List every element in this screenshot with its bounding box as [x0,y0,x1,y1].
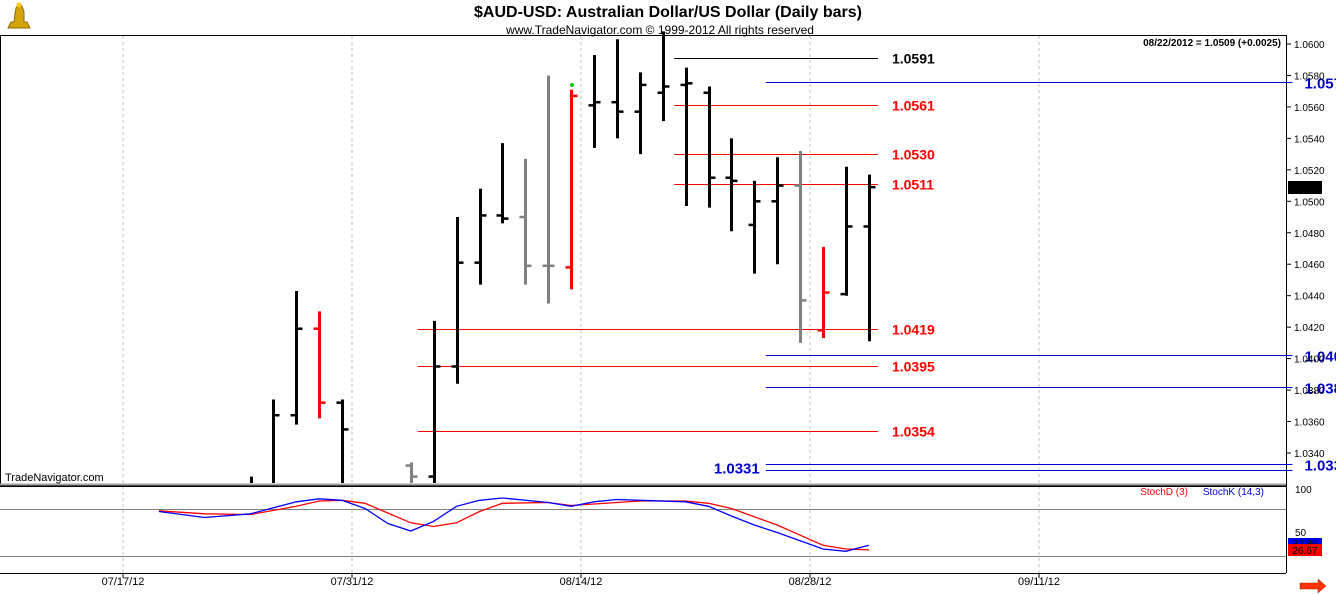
stoch-k-value-box [1288,538,1322,549]
price-tick-label: 1.0560 [1294,103,1325,114]
date-tick-label: 08/28/12 [789,576,832,588]
price-bars [250,31,876,483]
price-level-label: 1.0333 [1304,458,1336,475]
price-level-label: 1.0395 [892,359,935,375]
stoch-d-value: 26.67 [1292,546,1317,557]
price-level-label: 1.0576 [1304,76,1336,93]
last-price-label: 1.0509 [1290,183,1321,194]
price-tick-label: 1.0360 [1294,418,1325,429]
price-tick-label: 1.0340 [1294,449,1325,460]
date-axis-labels: 07/17/12 07/31/12 08/14/12 08/28/12 09/11/12 [102,573,1060,588]
price-tick-label: 1.0580 [1294,71,1325,82]
stoch-k-line [158,497,869,552]
price-level-label: 1.0382 [1304,381,1336,398]
price-level-label: 1.0561 [892,98,935,114]
price-tick-label: 1.0520 [1294,166,1325,177]
price-level-label: 1.0419 [892,322,935,338]
date-tick-label: 09/11/12 [1018,576,1060,588]
signal-dot [570,83,574,87]
price-level-label: 1.0331 [714,461,760,478]
stoch-d-legend: StochD (3) [1140,487,1188,498]
stoch-k-legend: StochK (14,3) [1203,487,1264,498]
stochastic-lines [158,497,869,552]
price-readout: 08/22/2012 = 1.0509 (+0.0025) [1143,38,1281,49]
trade-navigator-logo [7,2,31,29]
copyright-notice: www.TradeNavigator.com © 1999-2012 All r… [505,23,814,37]
price-tick-label: 1.0380 [1294,386,1325,397]
scroll-right-arrow-icon[interactable] [1299,578,1327,594]
stoch-axis-50: 50 [1295,528,1307,539]
stoch-d-value-box [1288,544,1322,556]
price-level-label: 1.0530 [892,147,935,163]
price-axis-labels: 1.0340 1.0360 1.0380 1.0400 1.0420 1.0440 1.04… [1286,40,1325,460]
price-tick-label: 1.0460 [1294,260,1325,271]
date-tick-label: 07/17/12 [102,576,145,588]
stoch-d-line [158,499,869,551]
date-tick-label: 08/14/12 [560,576,603,588]
chart-title: $AUD-USD: Australian Dollar/US Dollar (D… [474,4,862,21]
price-tick-label: 1.0540 [1294,134,1325,145]
price-level-label: 1.0354 [892,424,935,440]
price-level-label: 1.0591 [892,51,935,67]
price-tick-label: 1.0420 [1294,323,1325,334]
price-tick-label: 1.0600 [1294,40,1325,51]
watermark: TradeNavigator.com [5,472,104,484]
price-level-label: 1.0402 [1304,349,1336,366]
price-level-label: 1.0511 [892,177,934,193]
price-tick-label: 1.0500 [1294,197,1325,208]
price-tick-label: 1.0480 [1294,229,1325,240]
last-price-box [1288,181,1322,194]
price-tick-label: 1.0440 [1294,292,1325,303]
levels-layer: 1.0591 1.0576 1.0561 1.0530 1.0511 1.0419 1.04… [417,51,1336,478]
stoch-axis-100: 100 [1295,485,1312,496]
price-tick-label: 1.0400 [1294,355,1325,366]
date-tick-label: 07/31/12 [331,576,374,588]
